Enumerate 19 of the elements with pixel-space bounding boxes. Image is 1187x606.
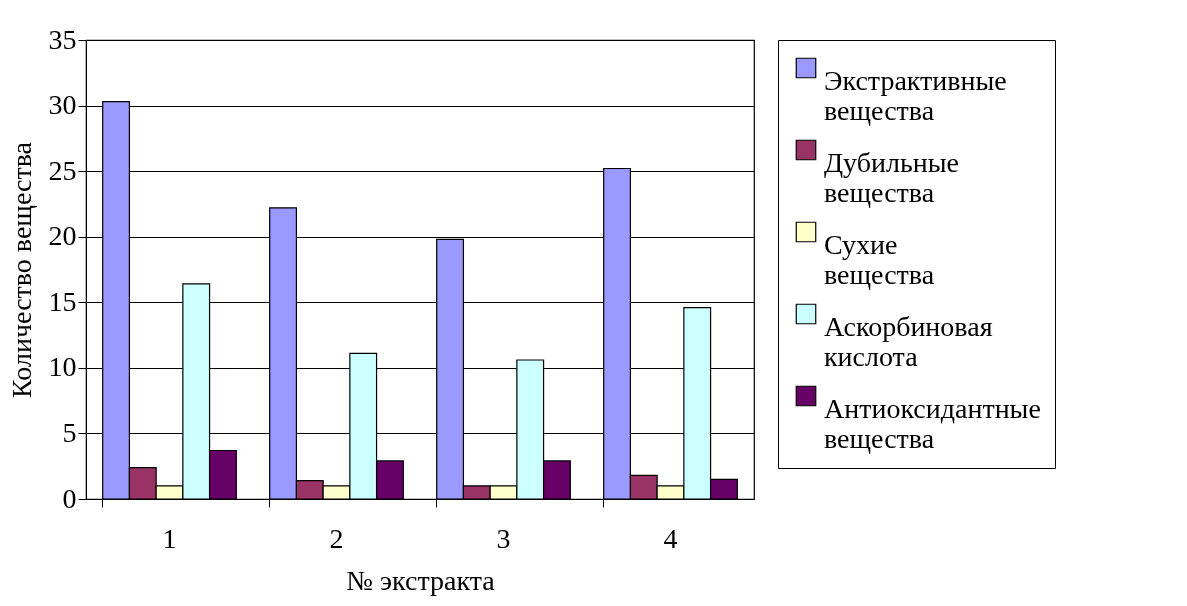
y-tick-label: 20	[48, 220, 77, 252]
y-tick-label: 10	[48, 351, 77, 383]
legend-label: Аскорбиновая кислота	[824, 311, 993, 372]
legend-label: Антиоксидантные вещества	[824, 393, 1041, 454]
legend-label: Сухие вещества	[824, 229, 935, 290]
y-axis-title: Количество вещества	[5, 141, 37, 398]
y-tick-label: 0	[62, 482, 77, 514]
y-tick-label: 15	[48, 285, 77, 317]
x-tick-label: 2	[329, 522, 344, 554]
y-tick-label: 30	[48, 89, 77, 121]
x-tick-label: 3	[496, 522, 511, 554]
y-tick-label: 5	[62, 416, 77, 448]
legend-label: Дубильные вещества	[824, 147, 959, 208]
x-tick-label: 4	[663, 522, 678, 554]
y-tick-label: 35	[48, 23, 77, 55]
x-axis-title: № экстракта	[346, 564, 496, 596]
x-tick-label: 1	[162, 522, 177, 554]
legend-label: Экстрактивные вещества	[824, 65, 1007, 126]
y-tick-label: 25	[48, 154, 77, 186]
